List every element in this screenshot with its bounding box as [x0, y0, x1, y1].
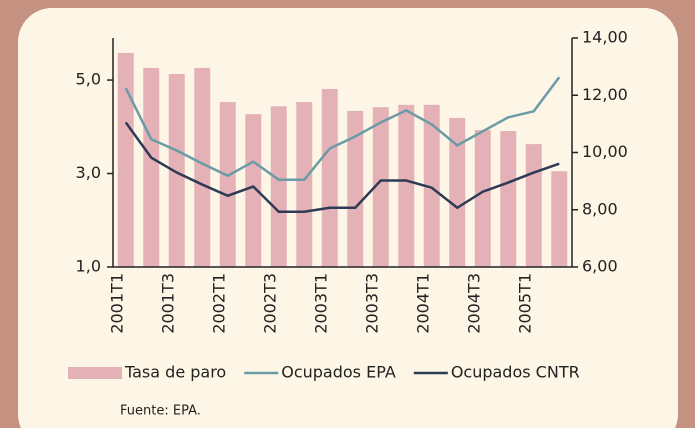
x-tick-label: 2003T1 — [311, 273, 330, 334]
legend-swatch — [68, 367, 122, 379]
bar — [423, 104, 440, 267]
bar — [219, 102, 236, 268]
bar — [398, 104, 415, 267]
bar — [474, 130, 491, 267]
y-tick-label: 3,0 — [76, 163, 101, 182]
legend-label: Ocupados EPA — [281, 363, 396, 382]
bar — [525, 144, 542, 267]
bar — [347, 110, 364, 267]
y-tick-label: 1,0 — [76, 257, 101, 276]
y-tick-label: 5,0 — [76, 70, 101, 89]
x-tick-label: 2003T3 — [362, 273, 381, 334]
bar — [321, 88, 338, 267]
bar — [500, 131, 517, 267]
x-tick-label: 2004T3 — [464, 273, 483, 334]
x-tick-label: 2005T1 — [515, 273, 534, 334]
y2-tick-label: 12,00 — [582, 85, 628, 104]
x-tick-label: 2001T3 — [158, 273, 177, 334]
source: Fuente: EPA. — [120, 404, 201, 419]
bar — [143, 67, 160, 267]
bar — [117, 52, 134, 267]
y2-tick-label: 6,00 — [582, 257, 618, 276]
bar — [372, 107, 389, 267]
legend-label: Ocupados CNTR — [451, 363, 580, 382]
y2-tick-label: 10,00 — [582, 142, 628, 161]
bar — [168, 73, 185, 267]
x-tick-label: 2002T3 — [260, 273, 279, 334]
bar — [194, 67, 211, 267]
x-tick-label: 2004T1 — [413, 273, 432, 334]
line-series — [124, 76, 561, 181]
bar — [449, 117, 466, 268]
y2-tick-label: 14,00 — [582, 28, 628, 47]
y2-tick-label: 8,00 — [582, 199, 618, 218]
x-tick-label: 2002T1 — [209, 273, 228, 334]
bar — [296, 102, 313, 268]
bar — [270, 106, 287, 267]
legend-label: Tasa de paro — [124, 363, 226, 382]
line-series — [124, 121, 560, 214]
bar — [245, 114, 262, 267]
x-tick-label: 2001T1 — [107, 273, 126, 334]
bar — [551, 171, 568, 267]
